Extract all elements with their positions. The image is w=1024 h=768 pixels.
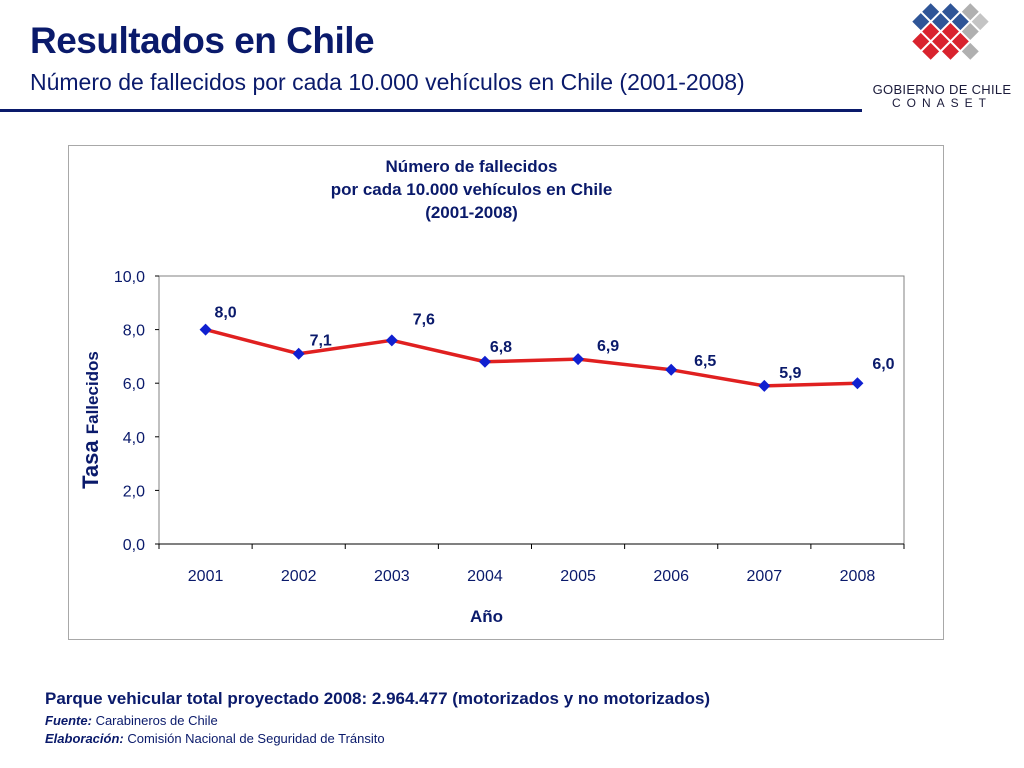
x-tick-label: 2003	[374, 568, 410, 585]
data-label: 8,0	[214, 305, 236, 322]
title-divider	[0, 109, 862, 112]
data-point-marker	[758, 379, 771, 392]
data-label: 6,0	[872, 356, 894, 373]
logo-text-conaset: CONASET	[891, 96, 992, 110]
data-point-marker	[199, 323, 212, 336]
y-axis-title-part1: Tasa	[78, 434, 103, 489]
fleet-size-note: Parque vehicular total proyectado 2008: …	[45, 689, 711, 708]
data-point-marker	[665, 363, 678, 376]
slide-title: Resultados en Chile	[30, 20, 375, 61]
data-label: 6,8	[490, 339, 512, 356]
line-chart: Número de fallecidos por cada 10.000 vehí…	[78, 157, 905, 626]
x-tick-label: 2001	[188, 568, 224, 585]
data-point-marker	[385, 334, 398, 347]
series-line	[205, 327, 858, 388]
elaboration-line: Elaboración: Comisión Nacional de Seguri…	[45, 731, 385, 746]
logo-text-gobierno: GOBIERNO DE CHILE	[872, 82, 1012, 97]
chart-container: Número de fallecidos por cada 10.000 vehí…	[68, 145, 944, 640]
chart-title-line: Número de fallecidos	[386, 157, 558, 176]
plot-area	[158, 275, 905, 545]
source-label: Fuente:	[45, 713, 92, 728]
logo-emblem-icon	[912, 3, 989, 60]
slide-subtitle: Número de fallecidos por cada 10.000 veh…	[30, 69, 745, 95]
data-point-marker	[572, 353, 585, 366]
data-point-marker	[292, 347, 305, 360]
y-tick-label: 0,0	[123, 537, 145, 554]
data-label: 7,1	[310, 333, 332, 350]
elaboration-label: Elaboración:	[45, 731, 124, 746]
data-label: 7,6	[413, 311, 435, 328]
source-text: Carabineros de Chile	[91, 713, 218, 728]
x-axis-title: Año	[470, 607, 503, 626]
x-tick-label: 2002	[281, 568, 317, 585]
data-point-marker	[478, 355, 491, 368]
y-tick-label: 4,0	[123, 430, 145, 447]
y-tick-label: 10,0	[114, 269, 145, 286]
source-line: Fuente: Carabineros de Chile	[45, 713, 218, 728]
data-label: 5,9	[779, 365, 801, 382]
data-label: 6,5	[694, 353, 716, 370]
y-axis-title: Tasa Fallecidos	[78, 351, 103, 489]
data-point-marker	[851, 377, 864, 390]
x-tick-label: 2008	[840, 568, 876, 585]
elaboration-text: Comisión Nacional de Seguridad de Tránsi…	[123, 731, 385, 746]
y-tick-label: 6,0	[123, 376, 145, 393]
y-axis-title-part2: Fallecidos	[83, 351, 102, 434]
data-label: 6,9	[597, 338, 619, 355]
x-tick-label: 2005	[560, 568, 596, 585]
y-tick-label: 2,0	[123, 483, 145, 500]
x-tick-label: 2004	[467, 568, 503, 585]
x-tick-label: 2006	[653, 568, 689, 585]
chart-title-line: (2001-2008)	[425, 203, 518, 222]
chart-title-line: por cada 10.000 vehículos en Chile	[331, 180, 613, 199]
y-tick-label: 8,0	[123, 323, 145, 340]
x-tick-label: 2007	[747, 568, 783, 585]
gobierno-de-chile-logo: GOBIERNO DE CHILE CONASET	[858, 0, 1024, 118]
